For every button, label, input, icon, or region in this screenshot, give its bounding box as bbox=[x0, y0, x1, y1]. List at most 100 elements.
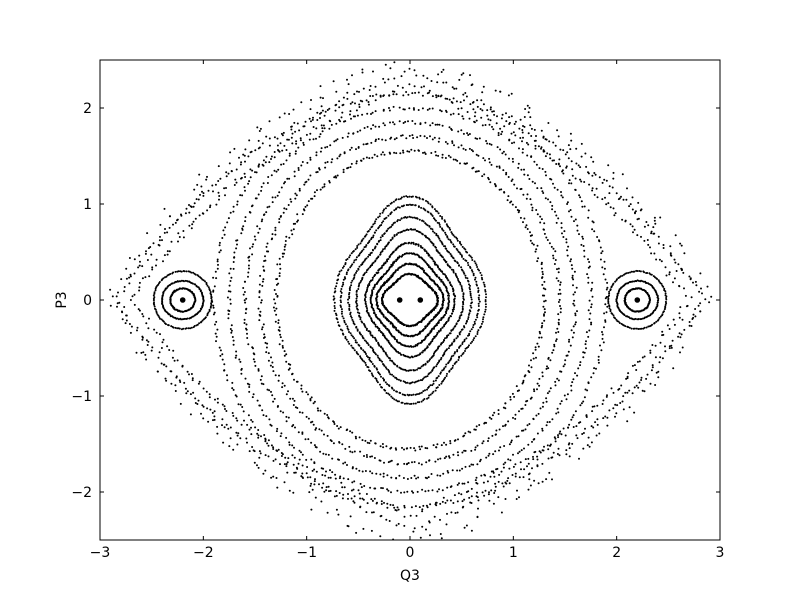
data-point bbox=[371, 455, 373, 458]
data-point bbox=[588, 183, 591, 186]
data-point bbox=[343, 486, 346, 489]
data-point bbox=[391, 90, 394, 93]
data-point bbox=[438, 359, 441, 362]
data-point bbox=[479, 460, 481, 463]
data-point bbox=[451, 469, 454, 472]
data-point bbox=[272, 459, 275, 462]
data-point bbox=[656, 301, 659, 304]
data-point bbox=[535, 414, 538, 417]
data-point bbox=[293, 378, 295, 381]
data-point bbox=[281, 134, 284, 137]
data-point bbox=[615, 279, 618, 282]
data-point bbox=[339, 290, 342, 293]
data-point bbox=[276, 194, 279, 197]
data-point bbox=[539, 221, 542, 224]
data-point bbox=[200, 291, 203, 294]
data-point bbox=[403, 70, 406, 73]
data-point bbox=[477, 296, 480, 299]
data-point bbox=[202, 194, 205, 197]
data-point bbox=[432, 230, 434, 233]
data-point bbox=[626, 375, 629, 378]
data-point bbox=[414, 91, 417, 94]
data-point bbox=[310, 482, 313, 485]
data-point bbox=[423, 151, 426, 154]
data-point bbox=[448, 98, 451, 101]
data-point bbox=[324, 146, 327, 149]
data-point bbox=[567, 350, 570, 353]
data-point bbox=[454, 439, 457, 442]
data-point bbox=[440, 241, 443, 243]
data-point bbox=[323, 185, 326, 188]
data-point bbox=[263, 434, 266, 436]
data-point bbox=[275, 449, 278, 452]
data-point bbox=[582, 351, 585, 354]
data-point bbox=[486, 142, 489, 145]
data-point bbox=[334, 477, 337, 480]
data-point bbox=[434, 150, 437, 153]
data-point bbox=[454, 325, 457, 327]
data-point bbox=[277, 282, 280, 285]
data-point bbox=[313, 483, 316, 486]
data-point bbox=[395, 509, 398, 512]
data-point bbox=[354, 248, 357, 251]
data-point bbox=[511, 157, 514, 160]
data-point bbox=[431, 489, 434, 492]
data-point bbox=[546, 152, 549, 155]
data-point bbox=[360, 264, 363, 266]
data-point bbox=[470, 296, 473, 299]
data-point bbox=[421, 198, 424, 201]
data-point bbox=[147, 340, 150, 343]
data-point bbox=[618, 322, 621, 324]
data-point bbox=[273, 298, 276, 301]
data-point bbox=[533, 388, 535, 391]
data-point bbox=[350, 281, 353, 284]
data-point bbox=[439, 254, 442, 256]
data-point bbox=[260, 189, 263, 192]
data-point bbox=[502, 169, 505, 172]
data-point bbox=[521, 129, 524, 131]
data-point bbox=[508, 443, 511, 446]
data-point bbox=[162, 260, 164, 263]
data-point bbox=[477, 287, 480, 290]
data-point bbox=[417, 109, 420, 111]
data-point bbox=[461, 341, 464, 344]
data-point bbox=[591, 295, 594, 298]
data-point bbox=[437, 154, 440, 157]
data-point bbox=[243, 299, 246, 302]
data-point bbox=[410, 394, 413, 397]
data-point bbox=[364, 470, 367, 472]
data-point bbox=[456, 469, 459, 472]
data-point bbox=[469, 304, 472, 307]
data-point bbox=[464, 350, 466, 352]
data-point bbox=[409, 228, 412, 231]
data-point bbox=[426, 388, 428, 391]
data-point bbox=[500, 188, 503, 191]
data-point bbox=[435, 446, 438, 449]
data-point bbox=[481, 175, 484, 178]
data-point bbox=[458, 240, 461, 243]
data-point bbox=[481, 442, 484, 445]
data-point bbox=[557, 318, 560, 321]
data-point bbox=[333, 176, 336, 179]
data-point bbox=[245, 328, 248, 331]
data-point bbox=[431, 392, 434, 395]
data-point bbox=[536, 342, 539, 345]
data-point bbox=[482, 157, 485, 160]
data-point bbox=[340, 301, 342, 304]
data-point bbox=[633, 327, 636, 330]
data-point bbox=[326, 161, 329, 163]
data-point bbox=[477, 289, 480, 292]
data-point bbox=[532, 352, 535, 355]
data-point bbox=[441, 326, 444, 329]
data-point bbox=[637, 318, 640, 320]
data-point bbox=[350, 146, 353, 149]
data-point bbox=[666, 324, 669, 327]
data-point bbox=[552, 247, 555, 250]
data-point bbox=[383, 247, 386, 250]
data-point bbox=[382, 273, 385, 276]
data-point bbox=[590, 306, 593, 309]
data-point bbox=[617, 320, 620, 323]
data-point bbox=[580, 243, 583, 246]
data-point bbox=[620, 195, 622, 198]
data-point bbox=[336, 318, 339, 321]
